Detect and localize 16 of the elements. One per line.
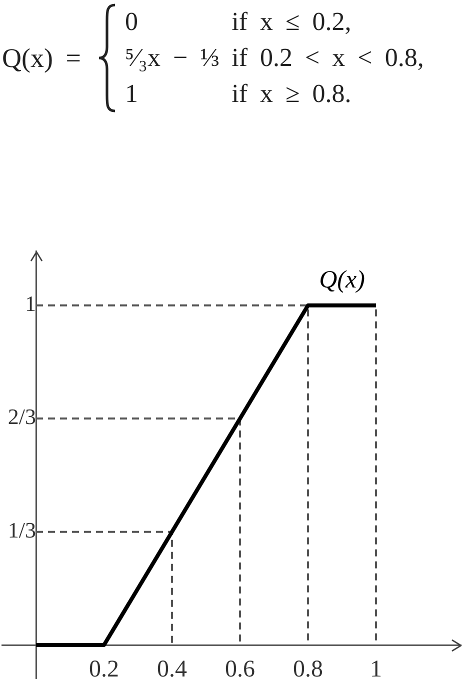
- y-tick-label: 2/3: [8, 404, 36, 430]
- text: 1: [124, 78, 139, 110]
- x-tick-label: 0.2: [89, 656, 119, 679]
- text: Q(x) =: [2, 42, 81, 74]
- text: if 0.2 < x < 0.8,: [232, 42, 424, 74]
- text: if x ≤ 0.2,: [232, 6, 352, 38]
- text: if x ≥ 0.8.: [232, 78, 352, 110]
- series-label: Q(x): [319, 266, 365, 294]
- x-tick-label: 0.8: [293, 656, 323, 679]
- y-tick-label: 1/3: [8, 518, 36, 543]
- text: 0: [124, 6, 139, 38]
- x-tick-label: 0.6: [225, 656, 255, 679]
- x-tick-label: 0.4: [157, 656, 187, 679]
- y-tick-label: 1: [25, 291, 36, 316]
- x-tick-label: 1: [370, 656, 382, 679]
- text: ⁵⁄₃x − ⅓: [124, 42, 220, 74]
